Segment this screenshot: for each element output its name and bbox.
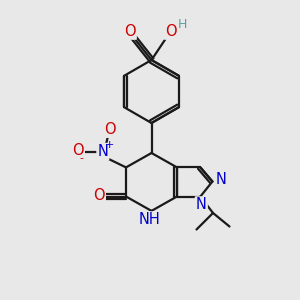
Text: N: N: [196, 197, 207, 212]
Text: N: N: [98, 144, 108, 159]
Text: O: O: [93, 188, 105, 203]
Text: O: O: [165, 24, 176, 39]
Text: O: O: [124, 24, 136, 39]
Text: NH: NH: [139, 212, 161, 227]
Text: +: +: [105, 140, 115, 150]
Text: O: O: [72, 143, 84, 158]
Text: H: H: [178, 17, 188, 31]
Text: N: N: [215, 172, 226, 188]
Text: O: O: [104, 122, 115, 137]
Text: -: -: [80, 153, 84, 163]
